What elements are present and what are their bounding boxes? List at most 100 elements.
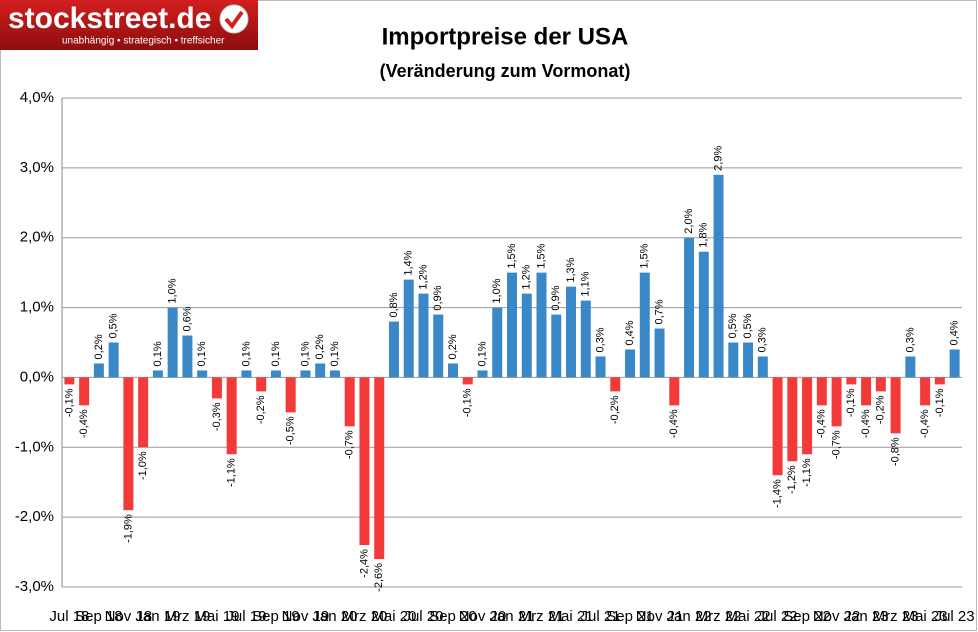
value-label: -1,0% <box>137 451 149 480</box>
logo-box <box>0 0 258 50</box>
value-label: 0,8% <box>388 292 400 317</box>
x-tick-label: Nov 21 <box>636 608 684 625</box>
value-label: 0,5% <box>742 313 754 338</box>
bar <box>831 377 842 427</box>
value-label: 0,3% <box>757 327 769 352</box>
bar <box>625 349 636 378</box>
value-label: 0,3% <box>594 327 606 352</box>
x-tick-label: Jul 22 <box>758 608 798 625</box>
y-tick-label: 1,0% <box>20 299 54 316</box>
x-tick-label: Jul 21 <box>581 608 621 625</box>
bar <box>152 370 163 378</box>
logo-icon <box>219 4 249 34</box>
bar <box>138 377 149 448</box>
bar <box>477 370 488 378</box>
value-label: -0,2% <box>875 395 887 424</box>
value-label: 0,2% <box>447 334 459 359</box>
bar <box>447 363 458 378</box>
bar <box>93 363 104 378</box>
value-label: -0,5% <box>285 416 297 445</box>
bar <box>344 377 355 427</box>
logo-name: stockstreet.de <box>8 2 211 35</box>
bar <box>890 377 901 434</box>
value-label: 1,0% <box>167 278 179 303</box>
value-label: 0,4% <box>949 320 961 345</box>
bar <box>802 377 813 455</box>
bar <box>639 272 650 378</box>
value-label: -0,2% <box>609 395 621 424</box>
x-tick-label: Nov 19 <box>282 608 330 625</box>
x-tick-label: Sep 22 <box>783 608 831 625</box>
bar <box>182 335 193 378</box>
value-label: -1,1% <box>801 458 813 487</box>
value-label: -0,4% <box>816 409 828 438</box>
value-label: 0,6% <box>181 306 193 331</box>
value-label: -0,2% <box>255 395 267 424</box>
value-label: 1,2% <box>417 264 429 289</box>
x-tick-label: Sep 18 <box>75 608 123 625</box>
bar <box>684 237 695 378</box>
value-label: -0,8% <box>890 437 902 466</box>
y-tick-label: 3,0% <box>20 159 54 176</box>
bar <box>388 321 399 378</box>
bar <box>698 251 709 378</box>
bar <box>79 377 90 406</box>
y-tick-label: -3,0% <box>15 578 54 595</box>
x-tick-label: Sep 20 <box>429 608 477 625</box>
value-label: 0,2% <box>93 334 105 359</box>
bar <box>418 293 429 378</box>
chart-subtitle: (Veränderung zum Vormonat) <box>380 61 631 81</box>
bar <box>359 377 370 546</box>
bar <box>566 286 577 378</box>
bar <box>654 328 665 378</box>
bar <box>374 377 385 560</box>
x-tick-label: Jul 23 <box>935 608 975 625</box>
x-tick-label: Sep 21 <box>606 608 654 625</box>
bar <box>211 377 222 399</box>
bar <box>329 370 340 378</box>
bar <box>580 300 591 378</box>
y-tick-label: 2,0% <box>20 229 54 246</box>
value-label: 1,0% <box>491 278 503 303</box>
value-label: 1,5% <box>535 243 547 268</box>
bar <box>875 377 886 392</box>
bar <box>669 377 680 406</box>
value-label: -0,1% <box>845 388 857 417</box>
x-tick-label: Mai 20 <box>371 608 416 625</box>
value-label: -0,4% <box>860 409 872 438</box>
bar <box>241 370 252 378</box>
chart-title: Importpreise der USA <box>382 23 629 50</box>
x-tick-label: Nov 22 <box>813 608 861 625</box>
bar <box>492 307 503 378</box>
bar <box>846 377 857 385</box>
bar <box>521 293 532 378</box>
value-label: -0,4% <box>668 409 680 438</box>
value-label: 0,2% <box>314 334 326 359</box>
x-tick-label: Nov 20 <box>459 608 507 625</box>
bar <box>713 174 724 378</box>
x-tick-label: Jul 18 <box>49 608 89 625</box>
value-label: -2,4% <box>358 549 370 578</box>
x-tick-label: Mrz 21 <box>519 608 565 625</box>
value-label: 0,1% <box>196 341 208 366</box>
x-tick-label: Mrz 19 <box>164 608 210 625</box>
x-tick-label: Mrz 20 <box>342 608 388 625</box>
bar <box>861 377 872 406</box>
y-tick-label: -1,0% <box>15 438 54 455</box>
bar <box>433 314 444 378</box>
x-tick-label: Mai 21 <box>549 608 594 625</box>
bar <box>743 342 754 378</box>
value-label: 2,0% <box>683 208 695 233</box>
bar <box>610 377 621 392</box>
value-label: 0,5% <box>727 313 739 338</box>
value-label: 0,1% <box>240 341 252 366</box>
x-tick-label: Nov 18 <box>105 608 153 625</box>
bar <box>507 272 517 378</box>
y-tick-label: 4,0% <box>20 89 54 106</box>
value-label: 1,5% <box>639 243 651 268</box>
x-tick-label: Mrz 22 <box>696 608 742 625</box>
bar <box>816 377 827 406</box>
value-label: 1,4% <box>403 250 415 275</box>
value-label: 0,4% <box>624 320 636 345</box>
